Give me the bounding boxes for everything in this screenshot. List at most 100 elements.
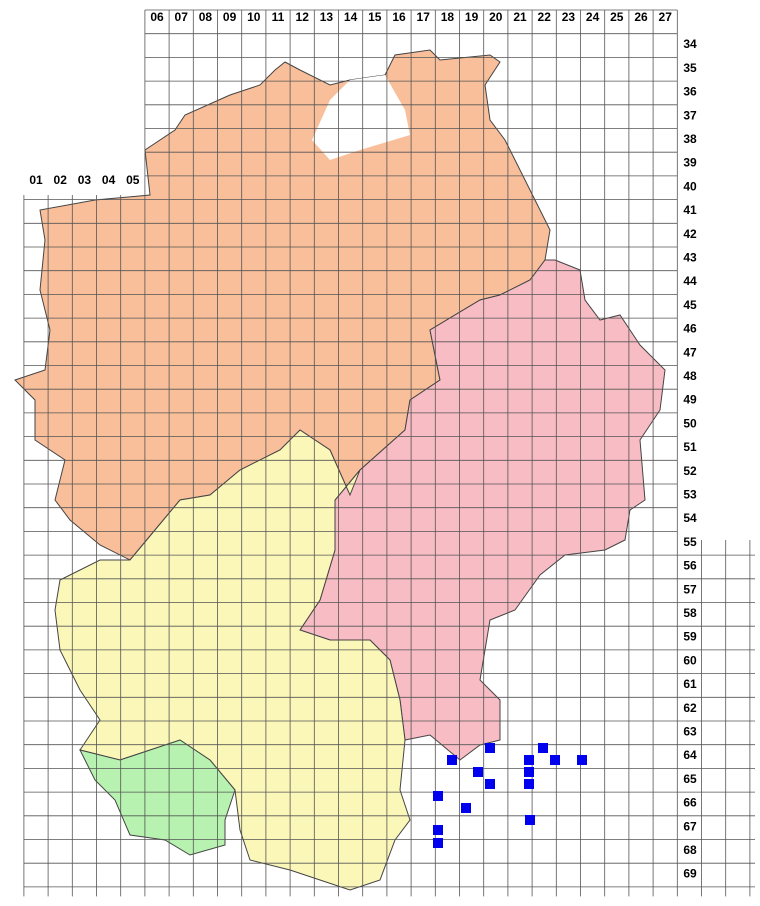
label-bg [679, 488, 701, 503]
column-label: 27 [659, 10, 673, 24]
row-label: 34 [683, 37, 697, 51]
label-bg [679, 772, 701, 787]
label-bg [195, 11, 216, 25]
row-label: 59 [683, 630, 697, 644]
row-label: 55 [683, 535, 697, 549]
label-bg [679, 180, 701, 195]
column-label: 19 [465, 10, 479, 24]
label-bg [364, 11, 385, 25]
record [485, 743, 495, 753]
row-label: 41 [683, 203, 697, 217]
label-bg [679, 38, 701, 52]
label-bg [147, 11, 167, 25]
label-bg [679, 867, 701, 882]
label-bg [679, 677, 701, 692]
label-bg [679, 85, 701, 100]
label-bg [340, 11, 361, 25]
column-label: 08 [199, 10, 213, 24]
column-label: 02 [54, 173, 68, 187]
row-label: 69 [683, 867, 697, 881]
row-label: 66 [683, 796, 697, 810]
row-label: 63 [683, 724, 697, 738]
column-label: 03 [78, 173, 92, 187]
column-label: 10 [247, 10, 261, 24]
label-bg [389, 11, 409, 25]
row-label: 43 [683, 250, 697, 264]
column-label: 20 [489, 10, 503, 24]
label-bg [679, 369, 701, 384]
label-bg [679, 535, 701, 550]
row-label: 61 [683, 677, 697, 691]
column-label: 04 [102, 173, 116, 187]
label-bg [679, 583, 701, 598]
column-label: 26 [634, 10, 648, 24]
row-label: 39 [683, 156, 697, 170]
label-bg [292, 11, 313, 25]
label-bg [582, 11, 603, 25]
row-label: 46 [683, 322, 697, 336]
label-bg [679, 227, 701, 242]
label-bg [98, 174, 119, 188]
row-label: 48 [683, 369, 697, 383]
label-bg [437, 11, 458, 25]
record [433, 825, 443, 835]
row-label: 45 [683, 298, 697, 312]
column-label: 09 [223, 10, 237, 24]
row-label: 56 [683, 559, 697, 573]
label-bg [679, 417, 701, 432]
row-label: 64 [683, 748, 697, 762]
column-label: 16 [392, 10, 406, 24]
label-bg [26, 174, 46, 188]
row-label: 37 [683, 108, 697, 122]
row-label: 60 [683, 653, 697, 667]
column-label: 18 [441, 10, 455, 24]
regions [14, 49, 666, 891]
row-label: 36 [683, 85, 697, 99]
label-bg [679, 843, 701, 858]
label-bg [679, 559, 701, 574]
column-label: 14 [344, 10, 358, 24]
label-bg [679, 606, 701, 621]
label-bg [679, 275, 701, 289]
row-label: 58 [683, 606, 697, 620]
label-bg [679, 322, 701, 337]
row-label: 52 [683, 464, 697, 478]
label-bg [631, 11, 651, 25]
record [524, 767, 534, 777]
label-bg [534, 11, 555, 25]
column-label: 24 [586, 10, 600, 24]
label-bg [679, 820, 701, 835]
record [577, 755, 587, 765]
label-bg [243, 11, 264, 25]
label-bg [679, 346, 701, 361]
column-label: 15 [368, 10, 382, 24]
label-bg [679, 796, 701, 811]
record [550, 755, 560, 765]
label-bg [413, 11, 434, 25]
label-bg [679, 298, 701, 313]
label-bg [558, 11, 579, 25]
record [447, 755, 457, 765]
row-label: 54 [683, 511, 697, 525]
region-gap [312, 75, 410, 160]
row-label: 51 [683, 440, 697, 454]
column-label: 21 [513, 10, 527, 24]
column-label: 05 [126, 173, 140, 187]
label-bg [510, 11, 530, 25]
label-bg [679, 61, 701, 76]
label-bg [268, 11, 288, 25]
label-bg [679, 156, 701, 171]
row-label: 49 [683, 393, 697, 407]
record [433, 838, 443, 848]
label-bg [679, 464, 701, 479]
label-bg [679, 440, 701, 455]
label-bg [679, 725, 701, 740]
column-label: 01 [29, 173, 43, 187]
label-bg [679, 393, 701, 408]
column-label: 22 [538, 10, 552, 24]
label-bg [50, 174, 71, 188]
column-label: 11 [272, 10, 285, 24]
grid [23, 9, 755, 897]
region-yellow [54, 429, 411, 891]
